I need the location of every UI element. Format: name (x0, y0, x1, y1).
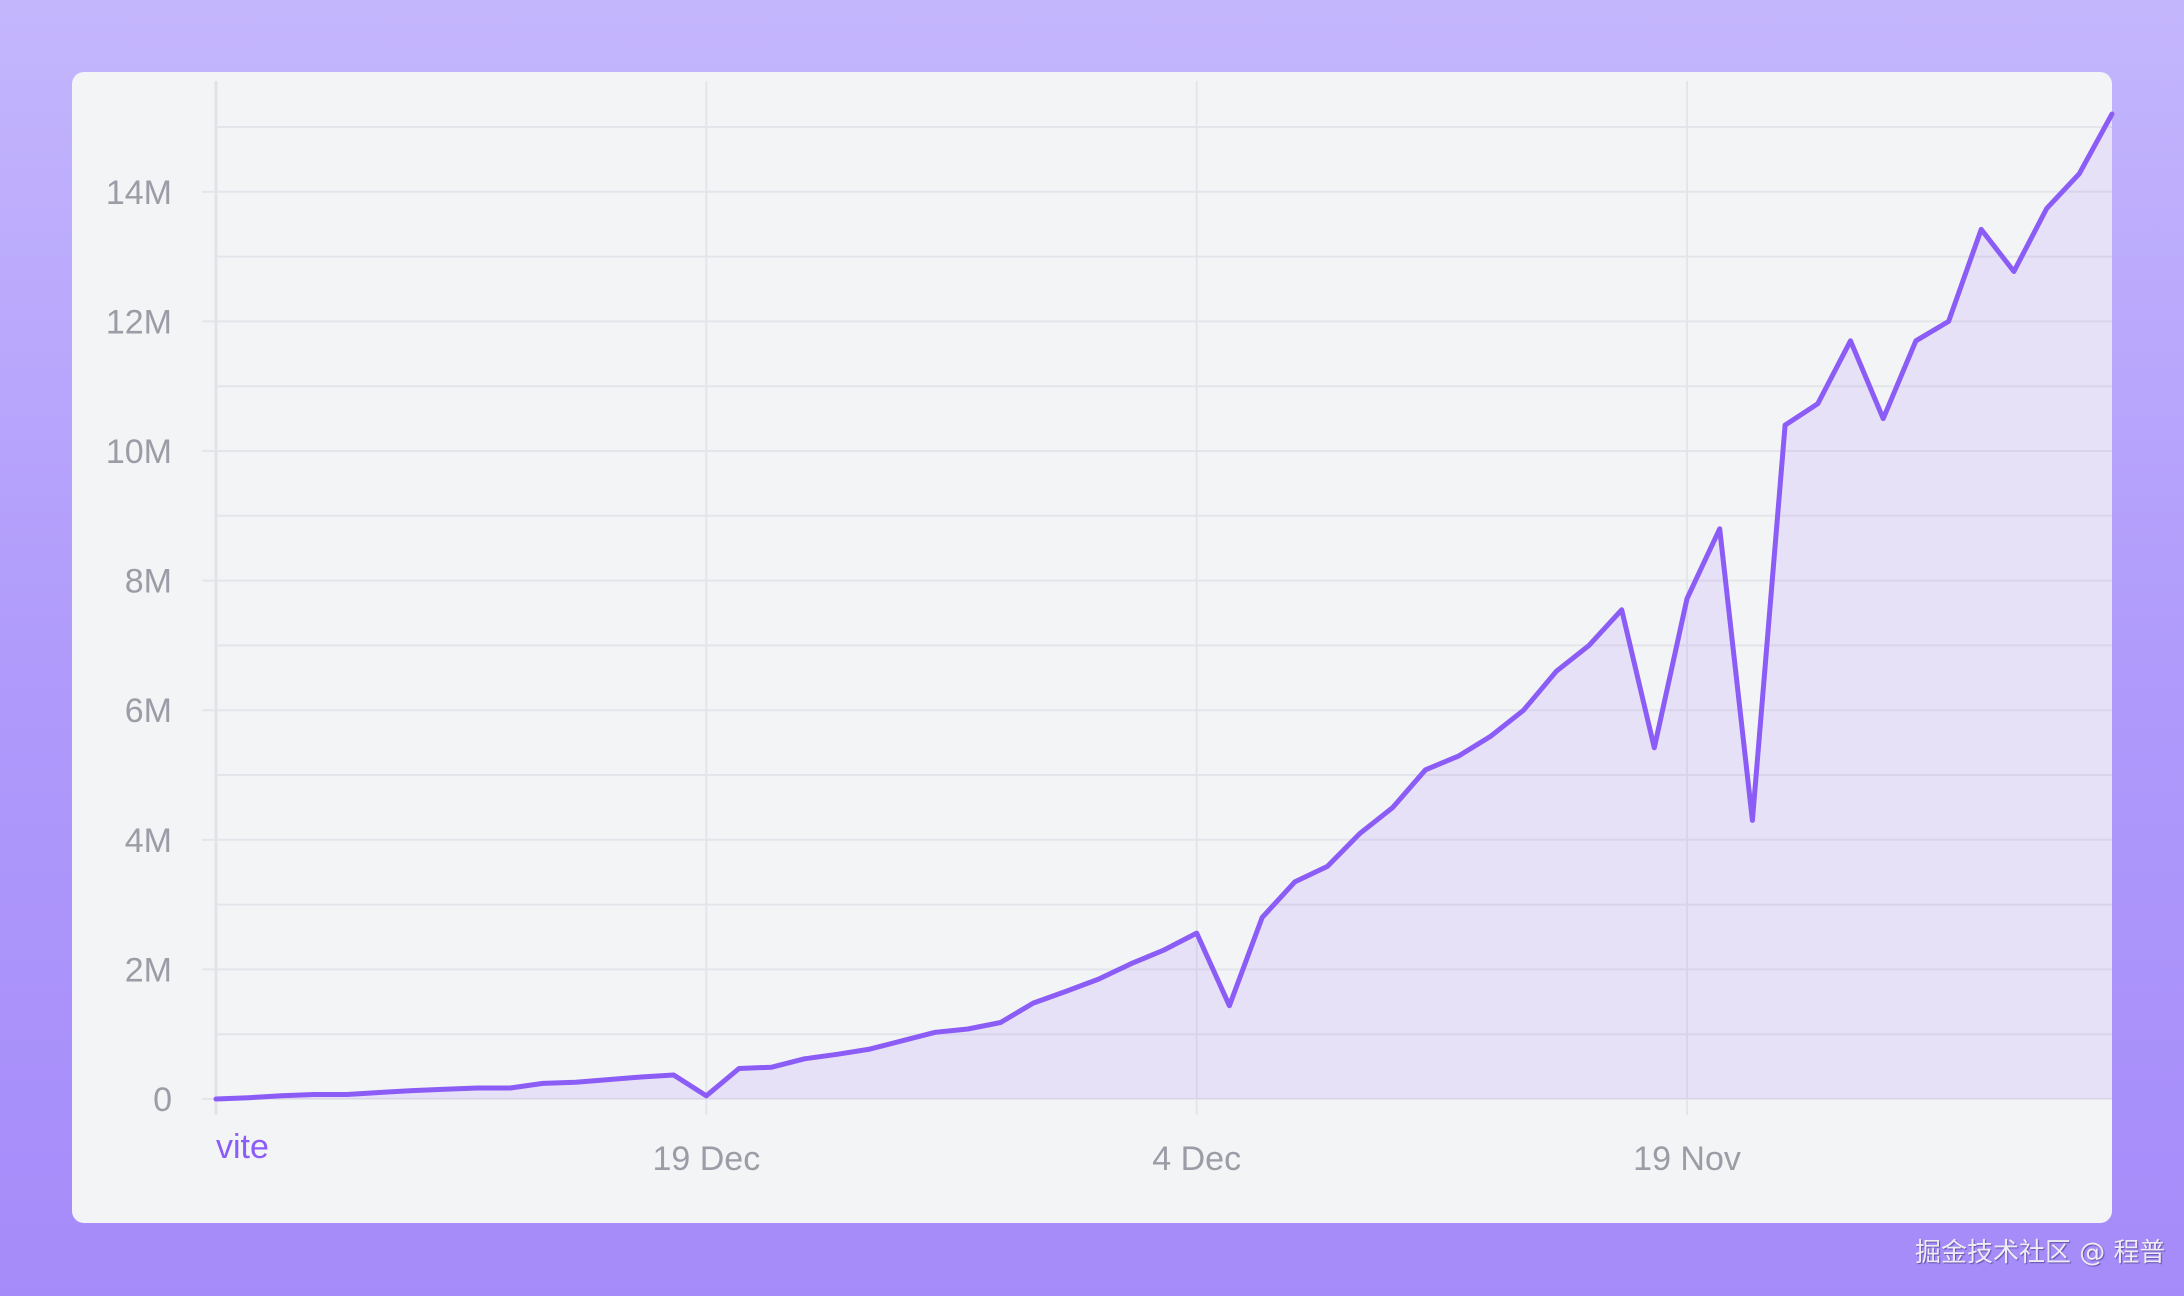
legend-entry: vite (216, 1128, 269, 1166)
y-tick-label: 4M (125, 822, 172, 860)
chart-card (72, 72, 2112, 1223)
y-tick-label: 8M (125, 563, 172, 601)
y-tick-label: 6M (125, 692, 172, 730)
y-tick-label: 14M (106, 174, 172, 212)
y-tick-label: 2M (125, 951, 172, 989)
series-area (216, 114, 2112, 1099)
y-tick-label: 10M (106, 433, 172, 471)
x-tick-label: 4 Dec (1152, 1140, 1241, 1178)
y-tick-label: 0 (153, 1081, 172, 1119)
y-tick-label: 12M (106, 303, 172, 341)
watermark: 掘金技术社区 @ 程普 (1915, 1238, 2166, 1268)
x-tick-label: 19 Dec (652, 1140, 760, 1178)
x-tick-label: 19 Nov (1633, 1140, 1741, 1178)
